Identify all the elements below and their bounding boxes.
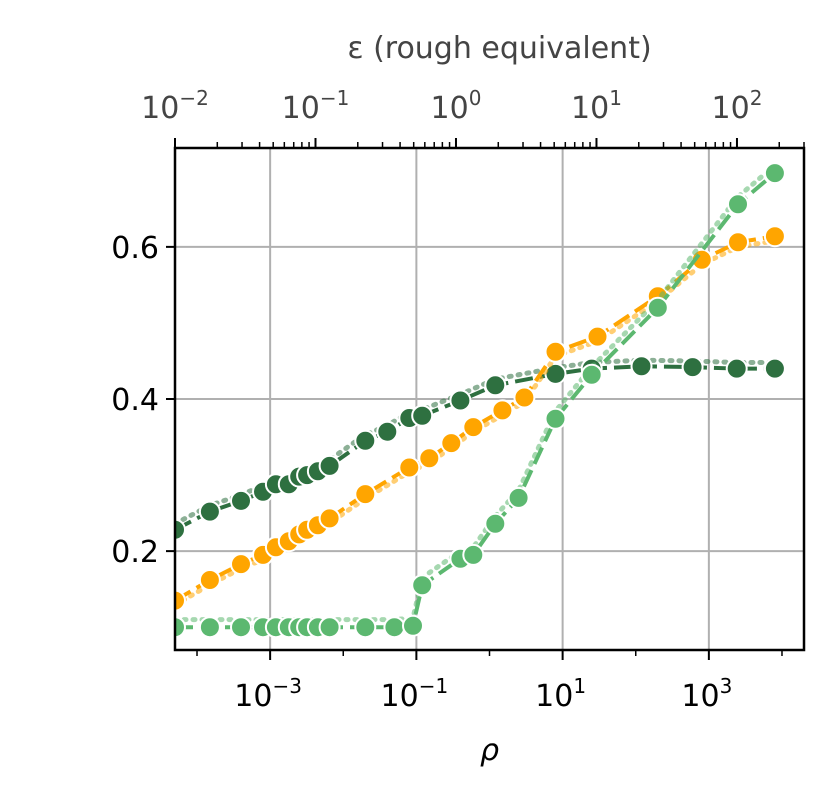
series-1-point [354, 429, 377, 452]
series-2-point [586, 325, 609, 348]
series-1-point [198, 500, 221, 523]
tick-labels: 0.2 0.4 0.6 10−3 10−1 101 103 10−2 10−1 100 101 102 [111, 86, 762, 714]
series-3-point [580, 363, 603, 386]
series-1-point [175, 518, 186, 541]
series-3-point [402, 614, 424, 637]
series-2-point [354, 483, 377, 506]
series-3-point [484, 512, 507, 535]
series-1-point [681, 356, 704, 379]
series-2-point [230, 553, 252, 576]
series-2-point [398, 456, 421, 479]
series-3-point [411, 574, 434, 597]
series-3-point [354, 616, 377, 639]
series-1-point [725, 357, 748, 380]
top-tick-label: 10−1 [282, 86, 350, 126]
series-2-point [318, 507, 341, 530]
series-2-point [763, 225, 786, 248]
series-2-point [418, 447, 441, 470]
y-tick-label: 0.2 [111, 535, 159, 570]
series-3-point [763, 162, 786, 185]
series-3-point [198, 616, 221, 639]
series-2-point [544, 340, 567, 363]
series-1 [175, 355, 786, 541]
x-tick-label: 103 [681, 674, 732, 714]
series-2-point [198, 569, 221, 591]
series-2-point [513, 386, 536, 409]
y-tick-label: 0.6 [111, 231, 159, 266]
series-1-point [763, 357, 786, 380]
series-3-point [175, 616, 186, 639]
series-layer [175, 162, 786, 639]
ticks [166, 138, 805, 660]
series-3-point [230, 616, 252, 639]
series-1-point [484, 374, 507, 397]
x-tick-label: 10−3 [234, 674, 302, 714]
x-tick-label: 101 [535, 674, 586, 714]
series-2-point [462, 416, 485, 439]
top-axis-label: ε (rough equivalent) [347, 31, 651, 66]
series-3-point [383, 616, 406, 639]
x-axis-label: ρ [480, 733, 499, 768]
series-1-point [230, 489, 252, 512]
series-3-point [727, 193, 749, 216]
series-3-point [462, 543, 485, 566]
series-2 [175, 225, 786, 612]
series-3-point [646, 296, 669, 319]
series-2-point [491, 399, 514, 422]
series-2-point [440, 432, 463, 455]
top-tick-label: 101 [571, 86, 622, 126]
series-3-point [318, 616, 341, 639]
top-tick-label: 102 [712, 86, 763, 126]
series-1-point [376, 420, 399, 443]
y-tick-label: 0.4 [111, 383, 159, 418]
x-tick-label: 10−1 [381, 674, 449, 714]
series-1-dotted-line [175, 357, 778, 527]
series-1-point [318, 454, 341, 477]
series-2-point [175, 589, 186, 612]
series-3 [175, 162, 786, 639]
series-3-point [544, 407, 567, 430]
series-3-point [507, 486, 530, 509]
series-1-point [630, 355, 653, 378]
series-1-point [411, 404, 434, 427]
top-tick-label: 100 [431, 86, 482, 126]
series-1-point [449, 389, 472, 412]
series-2-point [727, 231, 749, 254]
top-tick-label: 10−2 [141, 86, 209, 126]
